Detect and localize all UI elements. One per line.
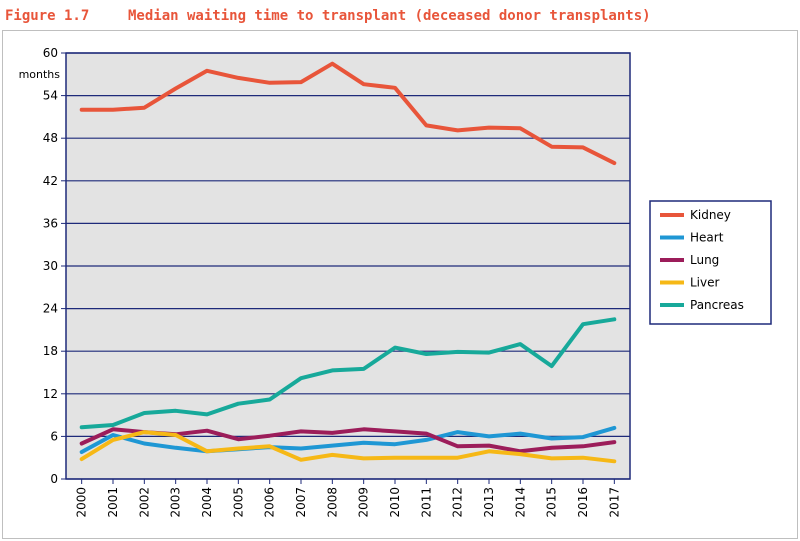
legend-label: Pancreas (690, 298, 744, 312)
x-tick-label: 2008 (325, 487, 339, 518)
y-tick-label: 48 (43, 131, 58, 145)
y-tick-label: 36 (43, 216, 58, 230)
y-tick-label: 18 (43, 344, 58, 358)
figure-title: Median waiting time to transplant (decea… (128, 8, 651, 24)
x-tick-label: 2012 (451, 487, 465, 518)
x-tick-label: 2016 (576, 487, 590, 518)
x-tick-label: 2006 (263, 487, 277, 518)
series-lines (79, 61, 617, 464)
x-tick-label: 2002 (137, 487, 151, 518)
x-tick-label: 2009 (357, 487, 371, 518)
x-tick-label: 2003 (169, 487, 183, 518)
y-tick-label: 54 (43, 89, 58, 103)
y-tick-label: 0 (50, 472, 58, 486)
x-tick-label: 2001 (106, 487, 120, 518)
gridlines (66, 52, 630, 480)
x-tick-label: 2000 (75, 487, 89, 518)
y-tick-label: 24 (43, 302, 58, 316)
figure-label: Figure 1.7 (5, 8, 90, 24)
x-tick-label: 2004 (200, 487, 214, 518)
x-tick-label: 2005 (231, 487, 245, 518)
x-tick-label: 2013 (482, 487, 496, 518)
y-tick-label: 30 (43, 259, 58, 273)
series-line-pancreas (79, 317, 617, 430)
series-line-liver (79, 430, 617, 464)
legend-label: Heart (690, 231, 724, 245)
x-tick-label: 2007 (294, 487, 308, 518)
series-line-heart (79, 425, 617, 454)
x-tick-label: 2014 (513, 487, 527, 518)
legend-label: Lung (690, 253, 719, 267)
y-axis-ticks: 0 6 12 18 24 30 36 42 48 54 60 (43, 46, 66, 486)
x-axis-ticks: 2000 2001 2002 2003 2004 2005 2006 2007 2008 2009… (75, 479, 621, 518)
y-tick-label: 12 (43, 387, 58, 401)
x-tick-label: 2017 (607, 487, 621, 518)
legend-label: Kidney (690, 208, 731, 222)
figure-frame (2, 30, 798, 539)
legend-label: Liver (690, 276, 720, 290)
y-axis-label: months (19, 68, 61, 81)
figure-header: Figure 1.7 Median waiting time to transp… (5, 6, 795, 28)
legend: Kidney Heart Lung Liver Pancreas (649, 200, 772, 325)
series-line-kidney (79, 61, 617, 166)
x-tick-label: 2015 (545, 487, 559, 518)
y-tick-label: 60 (43, 46, 58, 60)
x-tick-label: 2011 (419, 487, 433, 518)
x-tick-label: 2010 (388, 487, 402, 518)
y-tick-label: 6 (50, 429, 58, 443)
y-tick-label: 42 (43, 174, 58, 188)
